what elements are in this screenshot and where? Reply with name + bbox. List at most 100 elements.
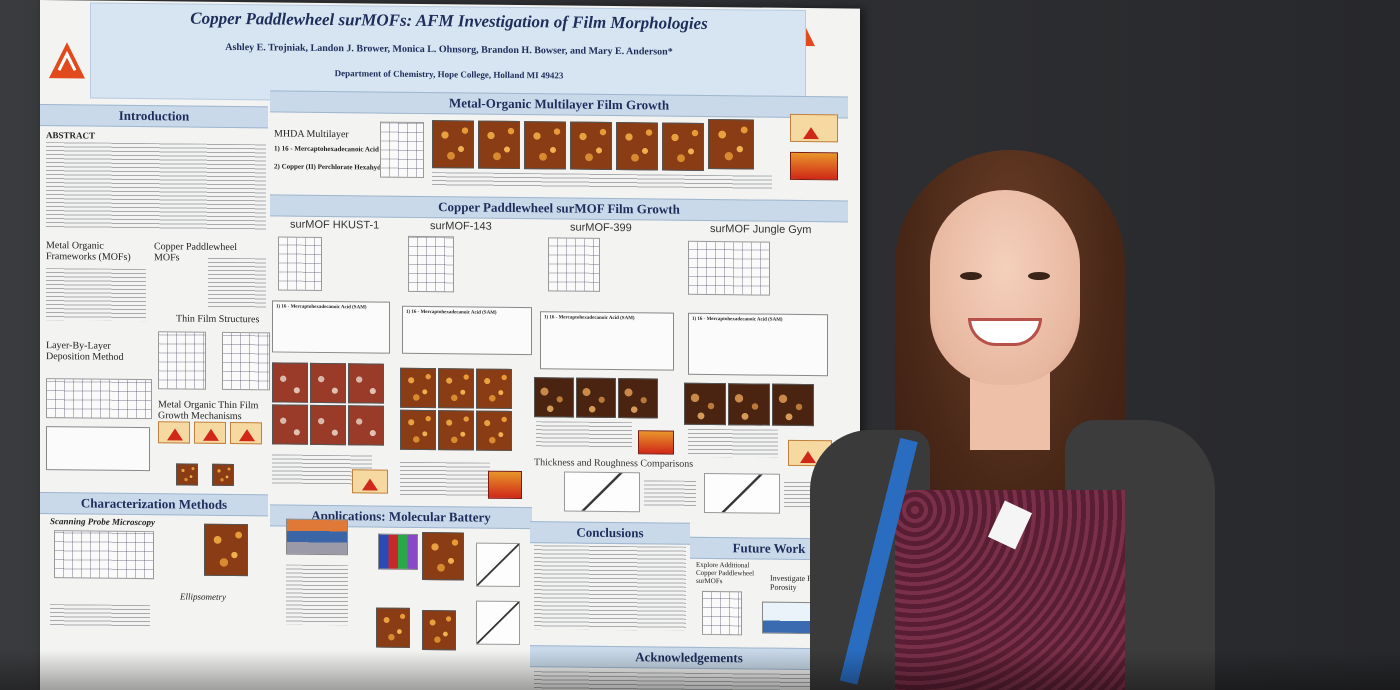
surmof399-recipe-box: 1) 16 - Mercaptohexadecanoic Acid (SAM) [540,311,674,371]
afm-image [432,120,474,169]
afm-image [524,121,566,170]
column-heading-surmof399: surMOF-399 [570,221,632,235]
multilayer-caption [432,172,772,190]
roughness-plot [704,472,780,514]
growth-mechanisms-heading: Metal Organic Thin Film Growth Mechanism… [158,399,259,423]
crystal-structure-diagram [548,237,600,292]
growth-mechanism-graphic [230,421,262,445]
characterization-text [50,604,150,628]
afm-image [422,610,456,651]
mhda-step: 1) 16 - Mercaptohexadecanoic Acid [274,144,379,154]
thin-film-diagram [222,331,270,391]
poster-authors: Ashley E. Trojniak, Landon J. Brower, Mo… [225,41,673,58]
mofs-heading: Metal Organic Frameworks (MOFs) [46,240,131,263]
afm-image [272,362,308,403]
abstract-heading: ABSTRACT [46,130,96,141]
conclusions-heading: Conclusions [530,521,690,545]
hope-college-logo-icon [46,40,88,80]
lbl-recipe-box [46,426,150,472]
surmof143-caption [400,461,490,497]
ellipsometry-heading: Ellipsometry [180,591,226,602]
column-heading-hkust1: surMOF HKUST-1 [290,218,380,232]
afm-image [310,404,346,446]
afm-image [176,463,198,486]
battery-plot [476,542,520,588]
afm-image [684,382,726,426]
conclusions-text [534,545,686,631]
afm-image [400,367,436,409]
column-heading-junglegym: surMOF Jungle Gym [710,223,812,237]
afm-image [618,378,658,419]
battery-plot [476,600,520,646]
eye [1028,272,1050,280]
afm-image [272,404,308,445]
crystal-structure-diagram [278,236,322,291]
mhda-step: 2) Copper (II) Perchlorate Hexahydrate [274,162,394,172]
surmof399-caption [536,421,632,449]
afm-image [476,410,512,451]
introduction-heading: Introduction [40,104,268,129]
spm-diagram [54,530,154,580]
afm-image [310,362,346,404]
afm-image [348,405,384,446]
afm-image [204,523,248,577]
lbl-heading: Layer-By-Layer Deposition Method [46,340,124,363]
poster-department: Department of Chemistry, Hope College, H… [334,68,564,81]
recipe-first-line: 1) 16 - Mercaptohexadecanoic Acid (SAM) [692,316,783,323]
battery-diagram [286,518,348,556]
afm-image [662,122,704,171]
abstract-text [46,142,266,231]
surmof143-recipe-box: 1) 16 - Mercaptohexadecanoic Acid (SAM) [402,305,532,356]
afm-image [400,409,436,451]
thickness-heading: Thickness and Roughness Comparisons [534,457,694,470]
growth-mechanism-graphic [790,113,838,143]
afm-image [438,410,474,451]
poster-title: Copper Paddlewheel surMOFs: AFM Investig… [190,8,708,33]
junglegym-caption [688,428,778,458]
thin-film-diagram [158,331,206,390]
lbl-diagram [46,378,152,420]
mofs-text [46,268,146,322]
battery-text [286,564,348,626]
future-diagram [702,590,742,636]
afm-image [576,377,616,419]
growth-mechanism-graphic [194,421,226,444]
copper-paddlewheel-text [208,257,266,309]
future-item: Explore Additional Copper Paddlewheel su… [696,560,755,586]
growth-mechanism-graphic [352,469,388,494]
column-heading-surmof143: surMOF-143 [430,220,492,233]
growth-mechanism-graphic [158,421,190,444]
presenter-person [800,150,1220,690]
thickness-caption [644,480,696,507]
mhda-heading: MHDA Multilayer [274,128,349,141]
afm-image [376,607,410,648]
color-scale-graphic [488,470,522,500]
research-poster: Copper Paddlewheel surMOFs: AFM Investig… [40,0,860,690]
afm-image [438,368,474,409]
poster-header: Copper Paddlewheel surMOFs: AFM Investig… [90,2,806,107]
afm-image [478,120,520,170]
crystal-structure-diagram [408,235,454,293]
characterization-heading: Characterization Methods [40,492,268,517]
multilayer-heading: Metal-Organic Multilayer Film Growth [270,90,848,119]
afm-image [534,377,574,418]
hkust1-recipe-box: 1) 16 - Mercaptohexadecanoic Acid (SAM) [272,300,390,354]
smile [968,318,1042,346]
battery-bar-chart [378,533,418,570]
afm-image [348,363,384,404]
eye [960,272,982,280]
afm-image [570,121,612,170]
afm-image [422,532,464,581]
recipe-first-line: 1) 16 - Mercaptohexadecanoic Acid (SAM) [276,304,367,311]
recipe-first-line: 1) 16 - Mercaptohexadecanoic Acid (SAM) [544,315,635,322]
face [930,190,1080,385]
multilayer-diagram [380,121,424,179]
recipe-first-line: 1) 16 - Mercaptohexadecanoic Acid (SAM) [406,309,497,316]
thin-film-heading: Thin Film Structures [176,313,260,326]
color-scale-graphic [638,430,674,455]
crystal-structure-diagram [688,240,770,296]
afm-image [616,122,658,171]
thickness-plot [564,471,640,513]
afm-image [708,118,754,170]
